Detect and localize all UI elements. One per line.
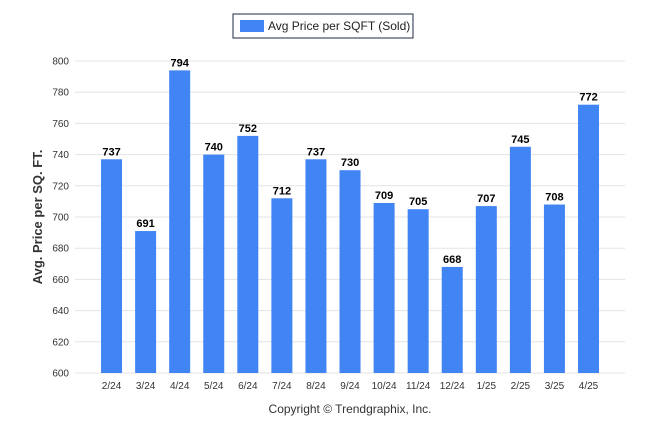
y-axis-label: Avg. Price per SQ. FT. [30, 150, 45, 285]
x-tick-label: 1/25 [477, 381, 497, 392]
x-tick-label: 3/25 [545, 381, 565, 392]
data-label: 730 [341, 157, 359, 169]
y-tick-label: 680 [52, 244, 69, 255]
copyright-text: Copyright © Trendgraphix, Inc. [269, 402, 432, 416]
y-tick-label: 720 [52, 181, 69, 192]
data-label: 691 [136, 218, 154, 230]
x-tick-label: 6/24 [238, 381, 258, 392]
legend-swatch [240, 20, 264, 32]
x-tick-label: 8/24 [306, 381, 326, 392]
y-tick-label: 760 [52, 119, 69, 130]
data-label: 708 [545, 192, 563, 204]
x-tick-label: 9/24 [340, 381, 360, 392]
bar [271, 198, 293, 373]
bar [305, 159, 327, 373]
data-label: 712 [273, 185, 291, 197]
data-label: 709 [375, 190, 393, 202]
y-tick-label: 660 [52, 275, 69, 286]
bar [135, 231, 157, 373]
data-label: 745 [511, 134, 529, 146]
y-tick-label: 600 [52, 369, 69, 380]
bar [101, 159, 123, 373]
legend-label: Avg Price per SQFT (Sold) [268, 19, 410, 33]
bar [373, 202, 395, 373]
data-label: 668 [443, 254, 461, 266]
bar [543, 204, 565, 373]
y-tick-label: 700 [52, 213, 69, 224]
bar [203, 154, 225, 373]
x-tick-label: 7/24 [272, 381, 292, 392]
y-axis-ticks: 600 620 640 660 680 700 720 740 760 780 800 [52, 57, 69, 380]
bar [578, 104, 600, 374]
y-tick-label: 800 [52, 57, 69, 68]
x-tick-label: 2/24 [102, 381, 122, 392]
y-tick-label: 780 [52, 88, 69, 99]
x-tick-label: 11/24 [406, 381, 431, 392]
x-tick-label: 10/24 [372, 381, 397, 392]
x-tick-label: 2/25 [511, 381, 531, 392]
data-labels: 737 691 794 740 752 712 737 730 709 705 668 707 745 7… [102, 57, 597, 266]
y-tick-label: 740 [52, 150, 69, 161]
bars [101, 70, 600, 374]
x-tick-label: 5/24 [204, 381, 224, 392]
bar [237, 135, 259, 373]
bar [509, 146, 531, 373]
bar [339, 170, 361, 373]
data-label: 705 [409, 196, 427, 208]
y-tick-label: 640 [52, 306, 69, 317]
data-label: 737 [102, 146, 120, 158]
data-label: 737 [307, 146, 325, 158]
x-tick-label: 4/24 [170, 381, 190, 392]
bar [441, 266, 463, 373]
data-label: 794 [170, 57, 189, 69]
x-tick-label: 12/24 [440, 381, 465, 392]
data-label: 752 [239, 123, 257, 135]
data-label: 740 [205, 142, 223, 154]
bar [475, 206, 497, 373]
x-tick-label: 3/24 [136, 381, 156, 392]
bar [407, 209, 429, 373]
data-label: 772 [579, 92, 597, 104]
y-tick-label: 620 [52, 337, 69, 348]
data-label: 707 [477, 193, 495, 205]
bar [169, 70, 191, 374]
x-axis-ticks: 2/24 3/24 4/24 5/24 6/24 7/24 8/24 9/24 10/24 11/… [102, 381, 599, 392]
legend: Avg Price per SQFT (Sold) [232, 13, 414, 39]
x-tick-label: 4/25 [579, 381, 599, 392]
